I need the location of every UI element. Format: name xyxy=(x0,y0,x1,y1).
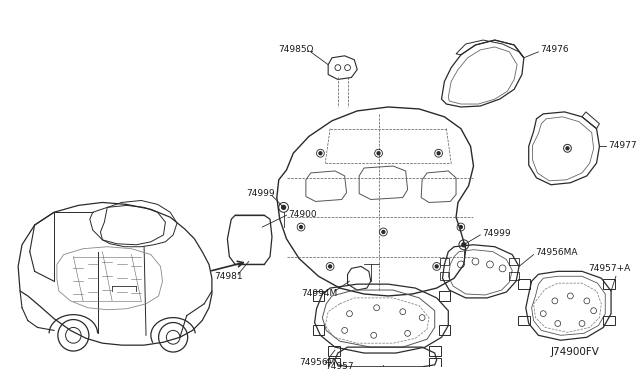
Bar xyxy=(429,358,440,368)
Text: J74900FV: J74900FV xyxy=(550,347,600,357)
Bar xyxy=(440,272,449,280)
Text: 74999: 74999 xyxy=(246,189,275,198)
Circle shape xyxy=(382,231,385,234)
Bar xyxy=(438,291,450,301)
Text: 74900: 74900 xyxy=(289,210,317,219)
Bar xyxy=(604,279,615,289)
Text: 74976: 74976 xyxy=(540,45,569,54)
Text: 74957+A: 74957+A xyxy=(588,264,630,273)
Text: 74956M: 74956M xyxy=(299,358,335,368)
Circle shape xyxy=(462,243,466,247)
Circle shape xyxy=(282,205,285,209)
Bar xyxy=(328,346,340,356)
Text: 74985Ω: 74985Ω xyxy=(278,45,313,54)
Circle shape xyxy=(460,225,462,228)
Circle shape xyxy=(377,152,380,155)
Circle shape xyxy=(566,147,569,150)
Circle shape xyxy=(329,265,332,268)
Bar xyxy=(509,257,519,266)
Text: 74957: 74957 xyxy=(326,362,355,371)
Text: 74994M: 74994M xyxy=(301,289,337,298)
Bar xyxy=(509,272,519,280)
Bar xyxy=(328,358,340,368)
Circle shape xyxy=(300,225,303,228)
Text: 74977: 74977 xyxy=(608,141,637,150)
Text: 74999: 74999 xyxy=(482,230,511,238)
Text: 74956MA: 74956MA xyxy=(536,248,578,257)
Bar xyxy=(313,291,324,301)
Bar xyxy=(604,315,615,326)
Circle shape xyxy=(435,265,438,268)
Bar xyxy=(518,279,530,289)
Bar xyxy=(429,346,440,356)
Text: 74981: 74981 xyxy=(214,272,243,281)
Bar xyxy=(518,315,530,326)
Bar xyxy=(313,326,324,335)
Circle shape xyxy=(319,152,322,155)
Bar xyxy=(438,326,450,335)
Bar xyxy=(440,257,449,266)
Circle shape xyxy=(437,152,440,155)
